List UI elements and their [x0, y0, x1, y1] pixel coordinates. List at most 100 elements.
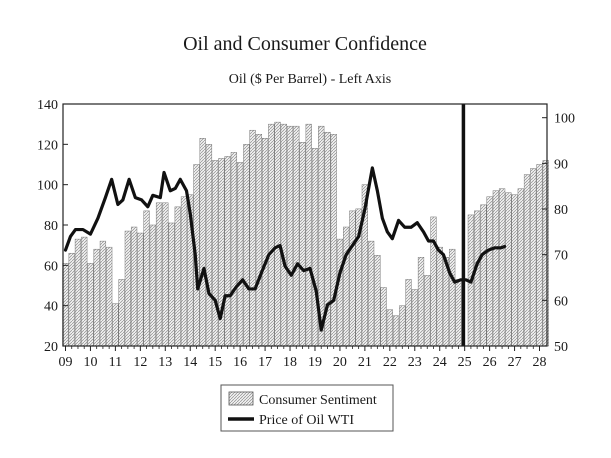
left-axis: 20 40 60 80 100 120 140 [37, 98, 68, 355]
consumer-sentiment-bar-39 [305, 123, 312, 347]
consumer-sentiment-bar-29 [243, 144, 250, 347]
consumer-sentiment-bar-72 [517, 188, 524, 347]
consumer-sentiment-bar-45 [343, 226, 350, 347]
consumer-sentiment-bar-56 [411, 289, 418, 347]
left-tick-label-120: 120 [37, 138, 58, 153]
consumer-sentiment-bar-70 [505, 192, 512, 347]
consumer-sentiment-bar-59 [430, 216, 437, 347]
consumer-sentiment-bar-5 [93, 248, 100, 347]
x-tick-label-12: 12 [133, 355, 147, 370]
consumer-sentiment-bar-60 [436, 246, 443, 347]
consumer-sentiment-bar-19 [180, 196, 188, 347]
oil-price-line-layer [63, 166, 507, 332]
consumer-sentiment-bar-28 [237, 162, 244, 347]
consumer-sentiment-bar-58 [424, 275, 431, 347]
consumer-sentiment-bar-26 [224, 156, 231, 347]
consumer-sentiment-bar-35 [280, 123, 287, 347]
x-tick-label-18: 18 [283, 355, 297, 370]
consumer-sentiment-bar-6 [99, 240, 107, 347]
right-tick-label-90: 90 [554, 157, 568, 172]
consumer-sentiment-bar-44 [336, 238, 344, 347]
legend-swatch-consumer-sentiment [228, 391, 254, 406]
consumer-sentiment-bar-15 [155, 202, 163, 347]
consumer-sentiment-bar-76 [542, 160, 549, 347]
legend-label-oil-price: Price of Oil WTI [259, 413, 354, 428]
right-tick-label-50: 50 [554, 340, 568, 355]
consumer-sentiment-bar-33 [268, 123, 275, 347]
consumer-sentiment-bar-31 [255, 134, 262, 347]
x-tick-label-24: 24 [433, 355, 447, 370]
x-tick-label-25: 25 [458, 355, 472, 370]
x-axis: 09 10 11 12 13 14 15 16 17 18 19 20 21 22 23 24 25 26 27 28 [58, 346, 547, 370]
consumer-sentiment-bar-13 [143, 210, 150, 347]
consumer-sentiment-bar-53 [392, 315, 400, 347]
consumer-sentiment-bar-24 [212, 160, 219, 347]
consumer-sentiment-bar-68 [492, 190, 499, 347]
x-tick-label-11: 11 [109, 355, 122, 370]
x-tick-label-16: 16 [233, 355, 247, 370]
consumer-sentiment-bar-67 [486, 196, 493, 347]
legend-label-consumer-sentiment: Consumer Sentiment [259, 393, 377, 408]
consumer-sentiment-bar-57 [417, 257, 425, 347]
consumer-sentiment-bar-12 [137, 232, 144, 347]
left-tick-label-100: 100 [37, 179, 58, 194]
x-tick-label-26: 26 [483, 355, 497, 370]
oil-price-line [63, 166, 507, 332]
consumer-sentiment-bar-14 [149, 224, 156, 347]
left-tick-label-140: 140 [37, 98, 58, 113]
consumer-sentiment-bar-10 [124, 230, 131, 347]
consumer-sentiment-bar-22 [199, 138, 206, 347]
consumer-sentiment-bar-37 [293, 125, 300, 347]
consumer-sentiment-bar-16 [162, 202, 169, 347]
x-tick-label-22: 22 [383, 355, 397, 370]
consumer-sentiment-bar-71 [511, 194, 518, 347]
consumer-sentiment-bar-54 [399, 305, 406, 347]
consumer-sentiment-bar-52 [386, 309, 393, 347]
consumer-sentiment-bars [62, 121, 549, 347]
consumer-sentiment-bar-46 [349, 210, 356, 347]
consumer-sentiment-bar-23 [205, 144, 213, 347]
x-tick-label-20: 20 [333, 355, 347, 370]
consumer-sentiment-bar-69 [498, 188, 506, 347]
right-tick-label-100: 100 [554, 112, 575, 127]
consumer-sentiment-bar-32 [261, 138, 269, 347]
consumer-sentiment-bar-55 [405, 279, 412, 347]
legend: Consumer Sentiment Price of Oil WTI [220, 384, 394, 432]
consumer-sentiment-bar-62 [449, 248, 456, 347]
consumer-sentiment-bar-2 [74, 238, 82, 347]
consumer-sentiment-bar-73 [523, 174, 531, 347]
left-tick-label-40: 40 [44, 300, 58, 315]
consumer-sentiment-bar-43 [330, 134, 337, 347]
x-tick-label-23: 23 [408, 355, 422, 370]
consumer-sentiment-bar-9 [118, 279, 125, 347]
consumer-sentiment-bar-75 [536, 164, 543, 347]
consumer-sentiment-bar-30 [249, 129, 256, 347]
right-tick-label-70: 70 [554, 249, 568, 264]
consumer-sentiment-bar-18 [174, 206, 181, 347]
left-tick-label-80: 80 [44, 219, 58, 234]
right-axis: 50 60 70 80 90 100 [542, 112, 575, 355]
consumer-sentiment-bar-7 [106, 246, 113, 347]
consumer-sentiment-bar-36 [286, 125, 294, 347]
chart-title: Oil and Consumer Confidence [183, 33, 427, 55]
consumer-sentiment-bar-50 [374, 255, 381, 347]
right-tick-label-60: 60 [554, 294, 568, 309]
x-tick-label-14: 14 [183, 355, 197, 370]
x-tick-label-09: 09 [58, 355, 72, 370]
consumer-sentiment-bar-74 [530, 168, 537, 347]
consumer-sentiment-bar-3 [81, 236, 88, 347]
x-tick-label-17: 17 [258, 355, 272, 370]
left-tick-label-60: 60 [44, 259, 58, 274]
consumer-sentiment-bar-65 [474, 210, 481, 347]
consumer-sentiment-bar-63 [455, 279, 462, 347]
x-tick-label-19: 19 [308, 355, 322, 370]
consumer-sentiment-bar-40 [311, 148, 319, 347]
consumer-sentiment-bar-66 [480, 204, 487, 347]
chart-subtitle: Oil ($ Per Barrel) - Left Axis [229, 72, 392, 87]
x-tick-label-28: 28 [533, 355, 547, 370]
consumer-sentiment-bar-17 [168, 222, 175, 347]
right-tick-label-80: 80 [554, 203, 568, 218]
consumer-sentiment-bar-11 [130, 226, 138, 347]
left-tick-label-20: 20 [44, 340, 58, 355]
